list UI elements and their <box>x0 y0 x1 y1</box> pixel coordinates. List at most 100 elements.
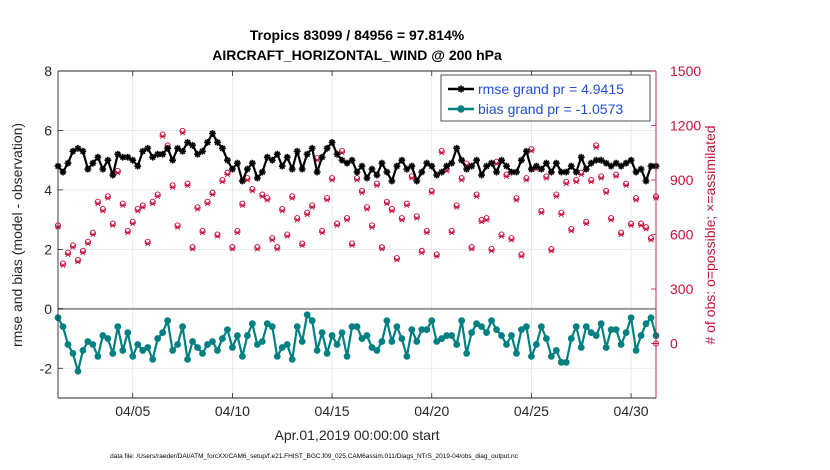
rmse-point <box>343 159 351 167</box>
asterisk-stroke <box>638 166 645 173</box>
asterisk-stroke <box>264 154 271 161</box>
assimilated-obs-point <box>513 197 520 203</box>
possible-obs-point <box>74 256 81 263</box>
asterisk-stroke <box>418 169 425 176</box>
asterisk-stroke <box>159 151 166 158</box>
assimilated-obs-point <box>618 231 625 238</box>
asterisk-stroke <box>219 145 226 152</box>
rmse-point <box>488 159 495 167</box>
bias-point <box>248 320 256 328</box>
assimilated-obs-point <box>578 171 585 178</box>
bias-point <box>144 344 152 351</box>
bias-point <box>64 341 72 348</box>
rmse-point <box>567 162 575 170</box>
asterisk-stroke <box>279 163 286 170</box>
rmse-point <box>74 144 82 152</box>
possible-obs-point <box>114 167 121 174</box>
rmse-point <box>129 156 137 164</box>
asterisk-stroke <box>463 166 470 173</box>
rmse-point <box>483 162 490 170</box>
asterisk-stroke <box>139 148 146 155</box>
rmse-point <box>64 159 72 167</box>
rmse-point <box>214 138 221 146</box>
possible-obs-point <box>234 227 241 234</box>
possible-obs-point <box>388 206 395 213</box>
rmse-point <box>542 159 550 167</box>
asterisk-stroke <box>368 166 375 173</box>
asterisk-stroke <box>583 166 590 173</box>
possible-obs-point <box>94 198 101 205</box>
assimilated-obs-point <box>189 246 196 252</box>
asterisk-stroke <box>314 169 321 176</box>
y-axis-label-right: # of obs: o=possible; ×=assimilated <box>702 125 718 344</box>
rmse-point <box>393 162 401 170</box>
bias-point <box>114 323 122 331</box>
possible-obs-point <box>568 225 575 233</box>
bias-point <box>572 323 580 331</box>
possible-obs-point <box>543 173 550 180</box>
possible-obs-point <box>104 193 111 200</box>
possible-obs-point <box>647 235 655 242</box>
asterisk-stroke <box>214 139 221 146</box>
asterisk-stroke <box>244 166 251 173</box>
rmse-point <box>468 162 476 170</box>
asterisk-stroke <box>204 139 211 146</box>
possible-obs-point <box>563 178 570 185</box>
bias-point <box>617 341 625 348</box>
asterisk-stroke <box>618 163 625 170</box>
rmse-point <box>328 138 336 146</box>
rmse-point <box>268 156 276 164</box>
possible-obs-point <box>309 202 316 209</box>
rmse-point <box>139 147 147 155</box>
asterisk-stroke <box>543 160 550 167</box>
bias-point <box>169 347 177 354</box>
bias-point <box>398 335 406 342</box>
bias-point <box>567 335 575 342</box>
assimilated-obs-point <box>558 211 565 218</box>
assimilated-obs-point <box>448 230 455 236</box>
rmse-point <box>537 165 545 173</box>
left-tick-label: 4 <box>44 182 52 198</box>
asterisk-stroke <box>458 157 465 164</box>
rmse-point <box>413 177 421 185</box>
asterisk-stroke <box>129 157 136 164</box>
asterisk-stroke <box>134 163 141 170</box>
bias-point <box>513 350 520 357</box>
asterisk-stroke <box>104 157 111 164</box>
x-tick-label: 04/05 <box>115 403 150 419</box>
asterisk-stroke <box>349 157 355 164</box>
rmse-point <box>229 165 236 173</box>
possible-obs-point <box>593 142 600 149</box>
bias-point <box>164 317 172 325</box>
asterisk-stroke <box>388 178 395 184</box>
possible-obs-point <box>239 200 246 207</box>
asterisk-stroke <box>528 166 535 173</box>
possible-obs-point <box>299 240 306 247</box>
bias-point <box>179 323 186 331</box>
rmse-point <box>348 156 356 164</box>
bias-point <box>577 344 585 351</box>
bias-point <box>283 341 291 348</box>
asterisk-stroke <box>234 160 241 167</box>
rmse-series <box>54 130 660 185</box>
assimilated-obs-point <box>264 197 271 203</box>
possible-obs-point <box>423 227 430 234</box>
assimilated-obs-point <box>638 222 645 229</box>
x-tick-label: 04/30 <box>614 403 649 419</box>
asterisk-stroke <box>114 151 121 158</box>
bias-point <box>622 329 630 336</box>
asterisk-stroke <box>274 151 281 158</box>
rmse-point <box>478 171 485 179</box>
asterisk-stroke <box>483 163 490 170</box>
rmse-point <box>84 165 92 173</box>
asterisk-stroke <box>144 145 151 152</box>
possible-obs-point <box>628 220 635 227</box>
bias-point <box>368 344 376 351</box>
assimilated-obs-point <box>628 222 635 229</box>
bias-point <box>303 311 311 319</box>
assimilated-obs-point <box>433 253 440 259</box>
assimilated-obs-point <box>548 248 555 254</box>
assimilated-obs-point <box>149 200 156 207</box>
y-axis-label-left: rmse and bias (model - observation) <box>9 123 25 347</box>
legend-rmse-marker <box>457 85 465 93</box>
